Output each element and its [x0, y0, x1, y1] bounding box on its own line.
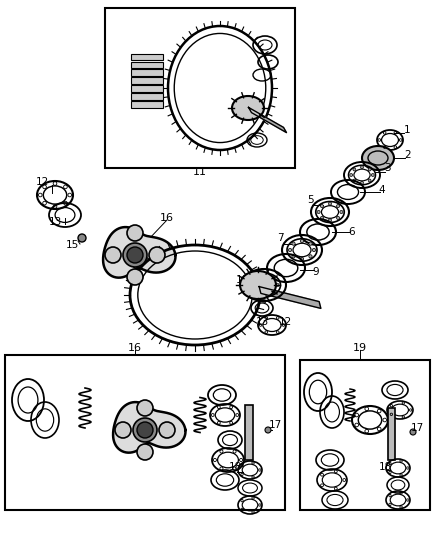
Text: 13: 13: [255, 317, 268, 327]
Circle shape: [328, 219, 332, 222]
Text: 9: 9: [313, 267, 319, 277]
Text: 18: 18: [378, 462, 392, 472]
Ellipse shape: [232, 96, 264, 120]
Bar: [5, 355, 285, 510]
Text: 12: 12: [279, 317, 292, 327]
Circle shape: [292, 255, 295, 258]
Circle shape: [350, 174, 353, 176]
Circle shape: [321, 216, 324, 220]
Circle shape: [368, 168, 371, 171]
Text: 15: 15: [65, 240, 79, 250]
Polygon shape: [113, 402, 185, 453]
Bar: [245, 405, 253, 460]
Bar: [131, 54, 163, 60]
Text: 4: 4: [379, 185, 385, 195]
Circle shape: [272, 290, 275, 294]
Circle shape: [300, 257, 304, 261]
Circle shape: [123, 243, 147, 267]
Circle shape: [253, 290, 256, 294]
Circle shape: [353, 168, 356, 171]
Text: 16: 16: [160, 213, 174, 223]
Bar: [131, 61, 163, 68]
Circle shape: [312, 248, 316, 252]
Circle shape: [127, 225, 143, 241]
Circle shape: [292, 242, 295, 245]
Circle shape: [309, 255, 312, 258]
Circle shape: [78, 234, 86, 242]
Text: 10: 10: [236, 275, 248, 285]
Polygon shape: [259, 287, 321, 309]
Circle shape: [410, 429, 416, 435]
Bar: [131, 101, 163, 108]
Circle shape: [360, 166, 364, 168]
Circle shape: [115, 422, 131, 438]
Circle shape: [133, 418, 157, 442]
Text: 16: 16: [128, 343, 142, 353]
Circle shape: [336, 205, 339, 207]
Ellipse shape: [362, 146, 394, 170]
Circle shape: [262, 293, 266, 296]
Circle shape: [371, 174, 374, 176]
Bar: [300, 360, 430, 510]
Circle shape: [137, 400, 153, 416]
Text: 3: 3: [384, 163, 390, 173]
Ellipse shape: [240, 271, 276, 299]
Text: 19: 19: [353, 343, 367, 353]
Text: 17: 17: [268, 420, 282, 430]
Circle shape: [272, 277, 275, 280]
Bar: [131, 69, 163, 76]
Circle shape: [368, 179, 371, 182]
Bar: [388, 408, 395, 460]
Bar: [131, 93, 163, 100]
Circle shape: [137, 444, 153, 460]
Circle shape: [265, 427, 271, 433]
Circle shape: [137, 422, 153, 438]
Text: 2: 2: [405, 150, 411, 160]
Text: 6: 6: [349, 227, 355, 237]
Circle shape: [159, 422, 175, 438]
Circle shape: [288, 248, 292, 252]
Text: 17: 17: [410, 423, 424, 433]
Circle shape: [328, 202, 332, 205]
Text: 7: 7: [277, 233, 283, 243]
Polygon shape: [103, 227, 176, 278]
Text: 11: 11: [193, 167, 207, 177]
Circle shape: [336, 216, 339, 220]
Circle shape: [127, 247, 143, 263]
Polygon shape: [248, 107, 286, 133]
Text: 18: 18: [228, 462, 242, 472]
Text: 13: 13: [48, 217, 62, 227]
Text: 1: 1: [404, 125, 410, 135]
Circle shape: [249, 283, 253, 287]
Circle shape: [253, 277, 256, 280]
Text: 5: 5: [307, 195, 313, 205]
Circle shape: [309, 242, 312, 245]
Circle shape: [149, 247, 165, 263]
Circle shape: [276, 283, 279, 287]
Circle shape: [340, 211, 343, 214]
Circle shape: [321, 205, 324, 207]
Circle shape: [127, 269, 143, 285]
Bar: [131, 85, 163, 92]
Bar: [105, 8, 295, 168]
Circle shape: [353, 179, 356, 182]
Circle shape: [360, 181, 364, 184]
Circle shape: [262, 273, 266, 277]
Circle shape: [105, 247, 121, 263]
Bar: [131, 77, 163, 84]
Circle shape: [317, 211, 320, 214]
Text: 12: 12: [35, 177, 49, 187]
Circle shape: [300, 239, 304, 243]
